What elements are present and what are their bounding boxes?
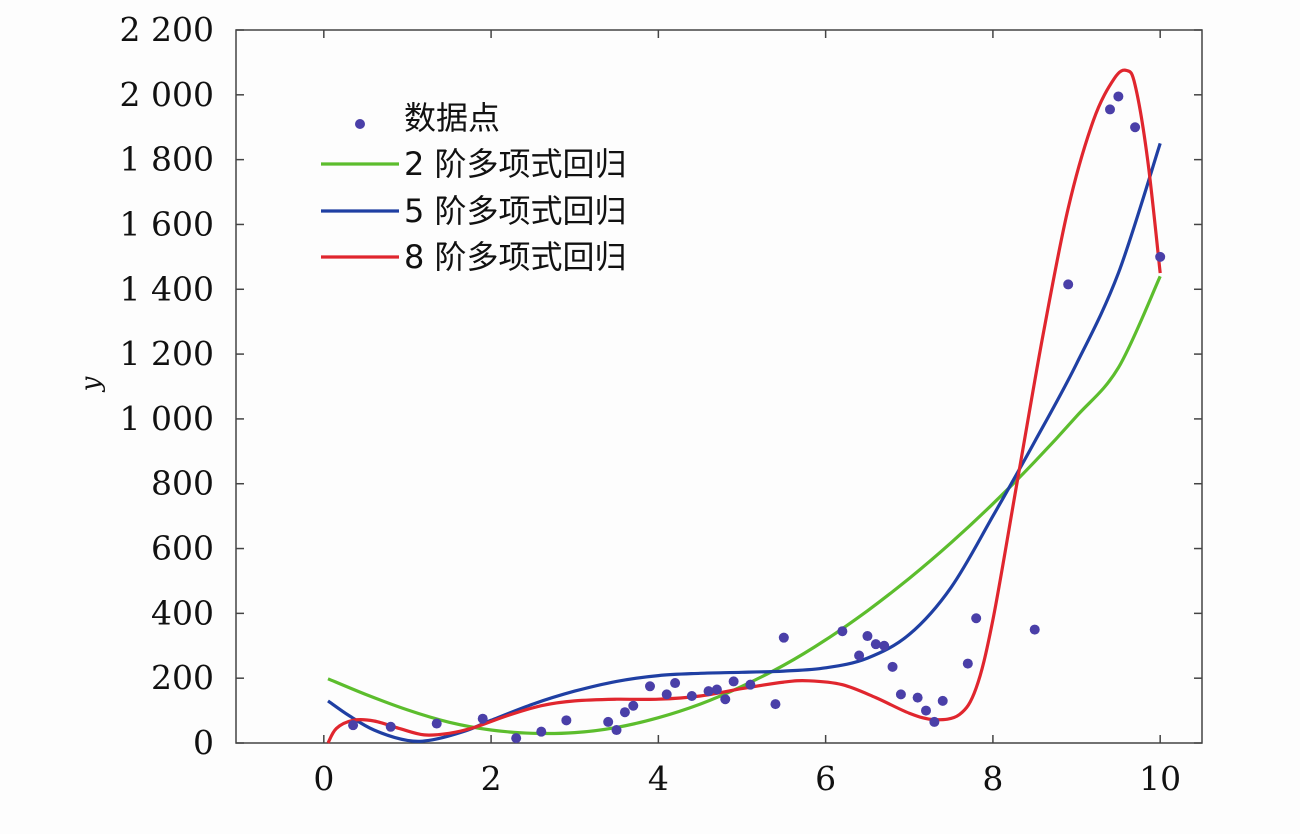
data-point bbox=[778, 632, 789, 643]
x-tick-label: 2 bbox=[481, 759, 502, 798]
y-tick-label: 1 600 bbox=[120, 204, 214, 243]
y-tick-label: 2 000 bbox=[120, 75, 214, 114]
data-point bbox=[603, 716, 614, 727]
y-tick-label: 200 bbox=[151, 658, 214, 697]
y-tick-label: 1 800 bbox=[120, 140, 214, 179]
data-point bbox=[962, 658, 973, 669]
x-tick-label: 0 bbox=[313, 759, 334, 798]
data-point bbox=[912, 692, 923, 703]
data-point bbox=[385, 721, 396, 732]
data-point bbox=[348, 720, 359, 731]
data-point bbox=[862, 631, 873, 642]
series-layer bbox=[326, 68, 1166, 744]
y-tick-label: 0 bbox=[193, 723, 214, 762]
data-point bbox=[1029, 624, 1040, 635]
data-point bbox=[711, 684, 722, 695]
data-point bbox=[937, 695, 948, 706]
data-point bbox=[770, 699, 781, 710]
data-point bbox=[837, 626, 848, 637]
data-point bbox=[670, 678, 681, 689]
data-point bbox=[1105, 104, 1115, 115]
plot-frame bbox=[235, 29, 1203, 744]
data-point bbox=[1113, 91, 1124, 102]
data-point bbox=[1155, 251, 1166, 262]
data-point bbox=[887, 661, 898, 672]
data-point bbox=[645, 681, 655, 692]
legend-label: 2 阶多项式回归 bbox=[404, 145, 627, 183]
data-point bbox=[720, 694, 731, 705]
data-point bbox=[929, 716, 940, 727]
y-tick-label: 600 bbox=[151, 529, 214, 568]
data-point bbox=[477, 713, 488, 724]
axis-ticks: 0 200 400 600 800 1 000 1 200 1 400 1 600 1 800 2 … bbox=[120, 10, 1202, 798]
series-line-2 bbox=[327, 142, 1162, 743]
data-point bbox=[971, 613, 982, 624]
series-line-3 bbox=[326, 68, 1162, 744]
x-tick-label: 10 bbox=[1139, 759, 1181, 798]
data-point bbox=[619, 707, 630, 718]
data-point bbox=[511, 733, 522, 744]
data-point bbox=[745, 679, 756, 690]
data-point bbox=[921, 705, 931, 716]
legend-marker-scatter bbox=[355, 119, 365, 129]
legend: 数据点 2 阶多项式回归 5 阶多项式回归 8 阶多项式回归 bbox=[321, 99, 627, 276]
data-point bbox=[870, 639, 881, 650]
data-point bbox=[561, 715, 572, 726]
data-point bbox=[895, 689, 906, 700]
x-tick-label: 8 bbox=[982, 759, 1003, 798]
y-tick-label: 800 bbox=[151, 464, 214, 503]
y-tick-label: 2 200 bbox=[120, 10, 214, 49]
y-tick-label: 1 400 bbox=[120, 269, 214, 308]
data-point bbox=[879, 640, 890, 651]
legend-label: 8 阶多项式回归 bbox=[404, 238, 627, 276]
data-point bbox=[686, 691, 697, 702]
y-axis-label: y bbox=[76, 376, 106, 392]
data-point bbox=[854, 650, 865, 661]
x-tick-label: 6 bbox=[815, 759, 836, 798]
x-tick-label: 4 bbox=[648, 759, 669, 798]
y-tick-label: 400 bbox=[151, 593, 214, 632]
legend-label: 5 阶多项式回归 bbox=[404, 192, 627, 230]
y-tick-label: 1 000 bbox=[120, 399, 214, 438]
data-point bbox=[431, 718, 442, 729]
data-point bbox=[1130, 122, 1141, 133]
series-line-1 bbox=[327, 275, 1162, 736]
data-point bbox=[728, 676, 739, 687]
legend-label: 数据点 bbox=[404, 99, 500, 137]
data-point bbox=[536, 726, 547, 737]
data-point bbox=[628, 700, 639, 711]
data-point bbox=[611, 725, 622, 736]
data-point bbox=[1063, 279, 1074, 290]
y-tick-label: 1 200 bbox=[120, 334, 214, 373]
data-point bbox=[661, 689, 672, 700]
data-point bbox=[703, 686, 714, 697]
